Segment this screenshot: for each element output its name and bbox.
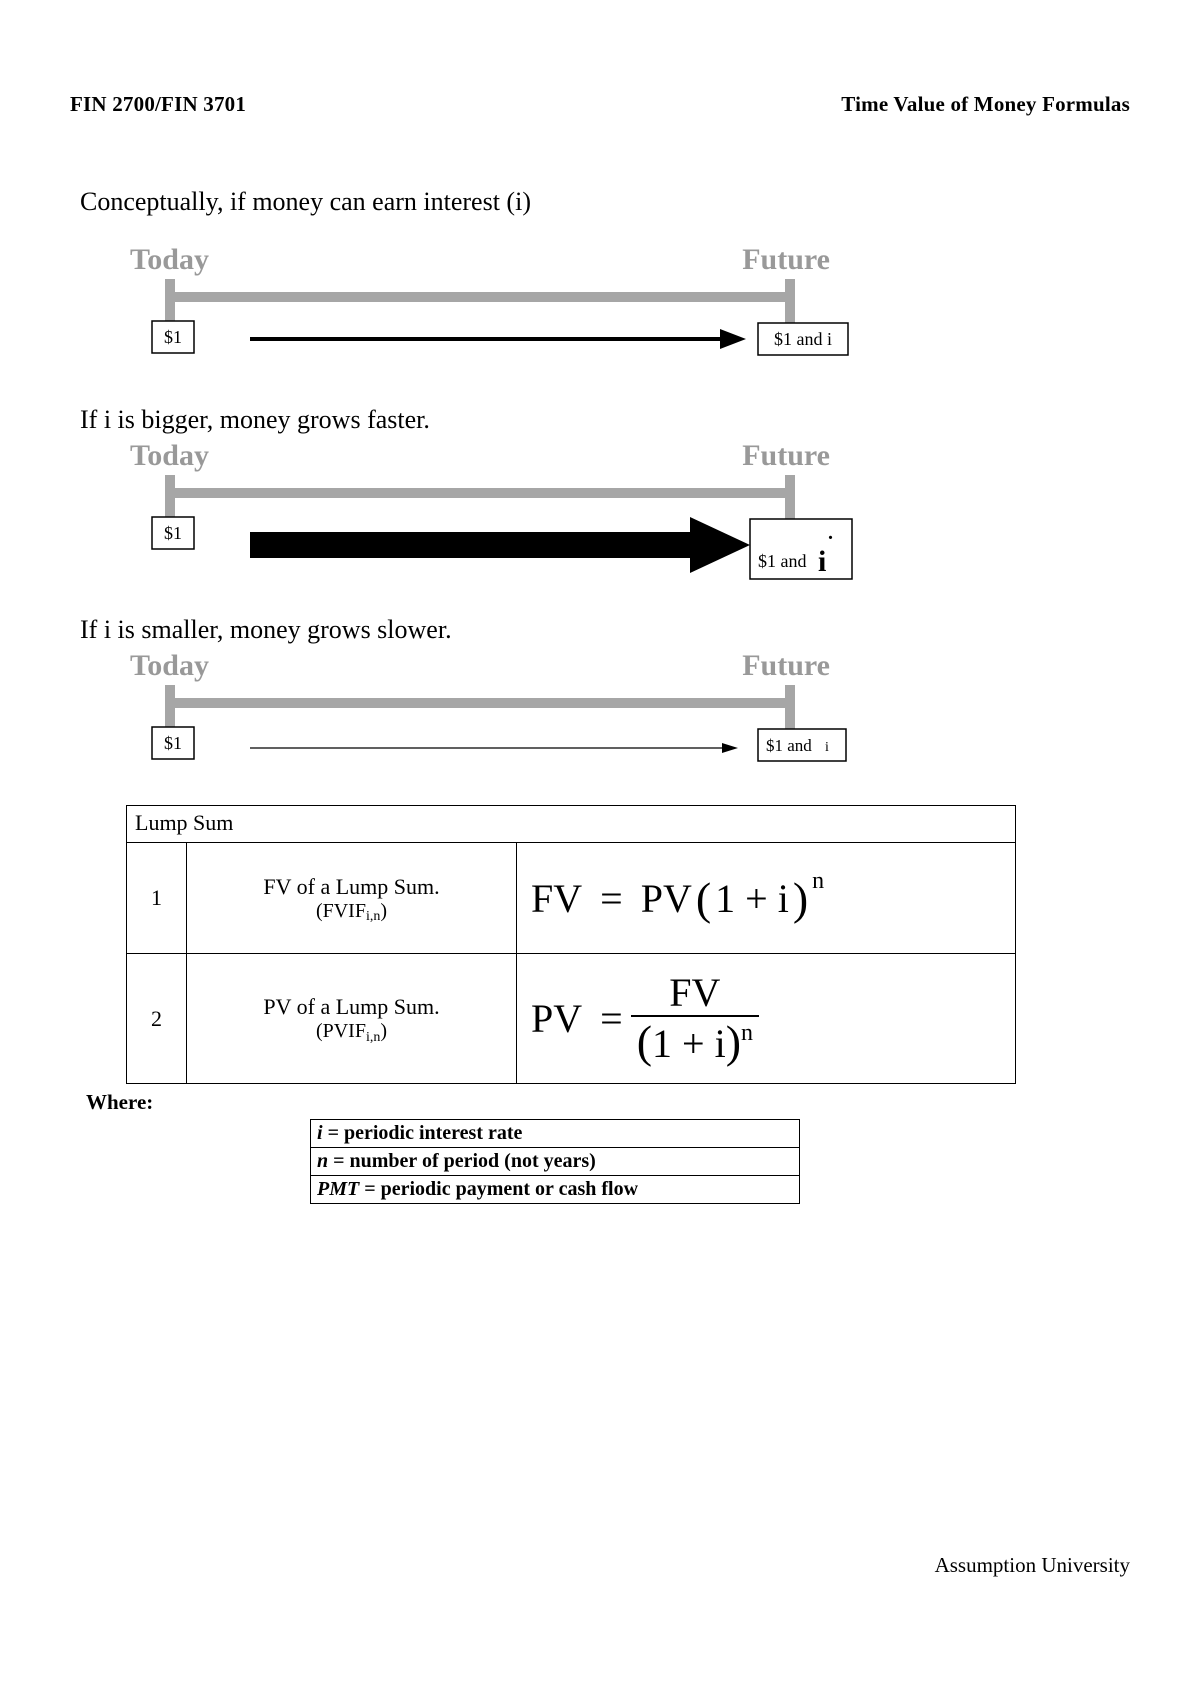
label-today: Today: [130, 439, 209, 473]
where-label: Where:: [86, 1090, 1130, 1115]
row-desc: PV of a Lump Sum. (PVIFi,n): [187, 954, 517, 1083]
timeline-svg-normal: $1 $1 and i: [110, 279, 890, 369]
timeline-svg-smaller: $1 $1 and i: [110, 685, 890, 775]
timeline-normal: Today Future $1 $1 and i: [110, 243, 1130, 369]
svg-text:.: .: [828, 522, 833, 544]
row-number: 2: [127, 954, 187, 1083]
label-future: Future: [742, 243, 830, 277]
svg-text:i: i: [818, 545, 826, 578]
section-smaller: If i is smaller, money grows slower.: [80, 615, 1130, 645]
timeline-bigger: Today Future $1 $1 and i .: [110, 439, 1130, 595]
timeline-smaller: Today Future $1 $1 and i: [110, 649, 1130, 775]
table-row: 1 FV of a Lump Sum. (FVIFi,n) FV = PV ( …: [127, 843, 1015, 953]
label-future: Future: [742, 439, 830, 473]
legend-row: i = periodic interest rate: [311, 1120, 799, 1147]
header-left: FIN 2700/FIN 3701: [70, 92, 246, 117]
row-desc: FV of a Lump Sum. (FVIFi,n): [187, 843, 517, 953]
label-today: Today: [130, 649, 209, 683]
svg-text:$1 and: $1 and: [766, 736, 812, 755]
svg-text:$1: $1: [164, 523, 182, 543]
label-today: Today: [130, 243, 209, 277]
row-number: 1: [127, 843, 187, 953]
page-header: FIN 2700/FIN 3701 Time Value of Money Fo…: [70, 92, 1130, 117]
svg-text:i: i: [825, 740, 829, 755]
row-formula: FV = PV ( 1 + i ) n: [517, 843, 1015, 953]
label-future: Future: [742, 649, 830, 683]
svg-text:$1 and: $1 and: [758, 551, 807, 571]
timeline-svg-bigger: $1 $1 and i .: [110, 475, 900, 595]
row-formula: PV = FV (1 + i)n: [517, 954, 1015, 1083]
section-bigger: If i is bigger, money grows faster.: [80, 405, 1130, 435]
svg-text:$1: $1: [164, 327, 182, 347]
header-right: Time Value of Money Formulas: [841, 92, 1130, 117]
page: FIN 2700/FIN 3701 Time Value of Money Fo…: [0, 0, 1200, 1204]
legend-table: i = periodic interest rate n = number of…: [310, 1119, 800, 1204]
legend-row: PMT = periodic payment or cash flow: [311, 1175, 799, 1203]
legend-row: n = number of period (not years): [311, 1147, 799, 1175]
footer-text: Assumption University: [935, 1553, 1130, 1578]
table-row: 2 PV of a Lump Sum. (PVIFi,n) PV = FV (1…: [127, 953, 1015, 1083]
svg-text:$1 and i: $1 and i: [774, 329, 832, 349]
svg-text:$1: $1: [164, 733, 182, 753]
intro-text: Conceptually, if money can earn interest…: [80, 187, 1130, 217]
formula-table: Lump Sum 1 FV of a Lump Sum. (FVIFi,n) F…: [126, 805, 1016, 1084]
table-title: Lump Sum: [127, 806, 1015, 843]
